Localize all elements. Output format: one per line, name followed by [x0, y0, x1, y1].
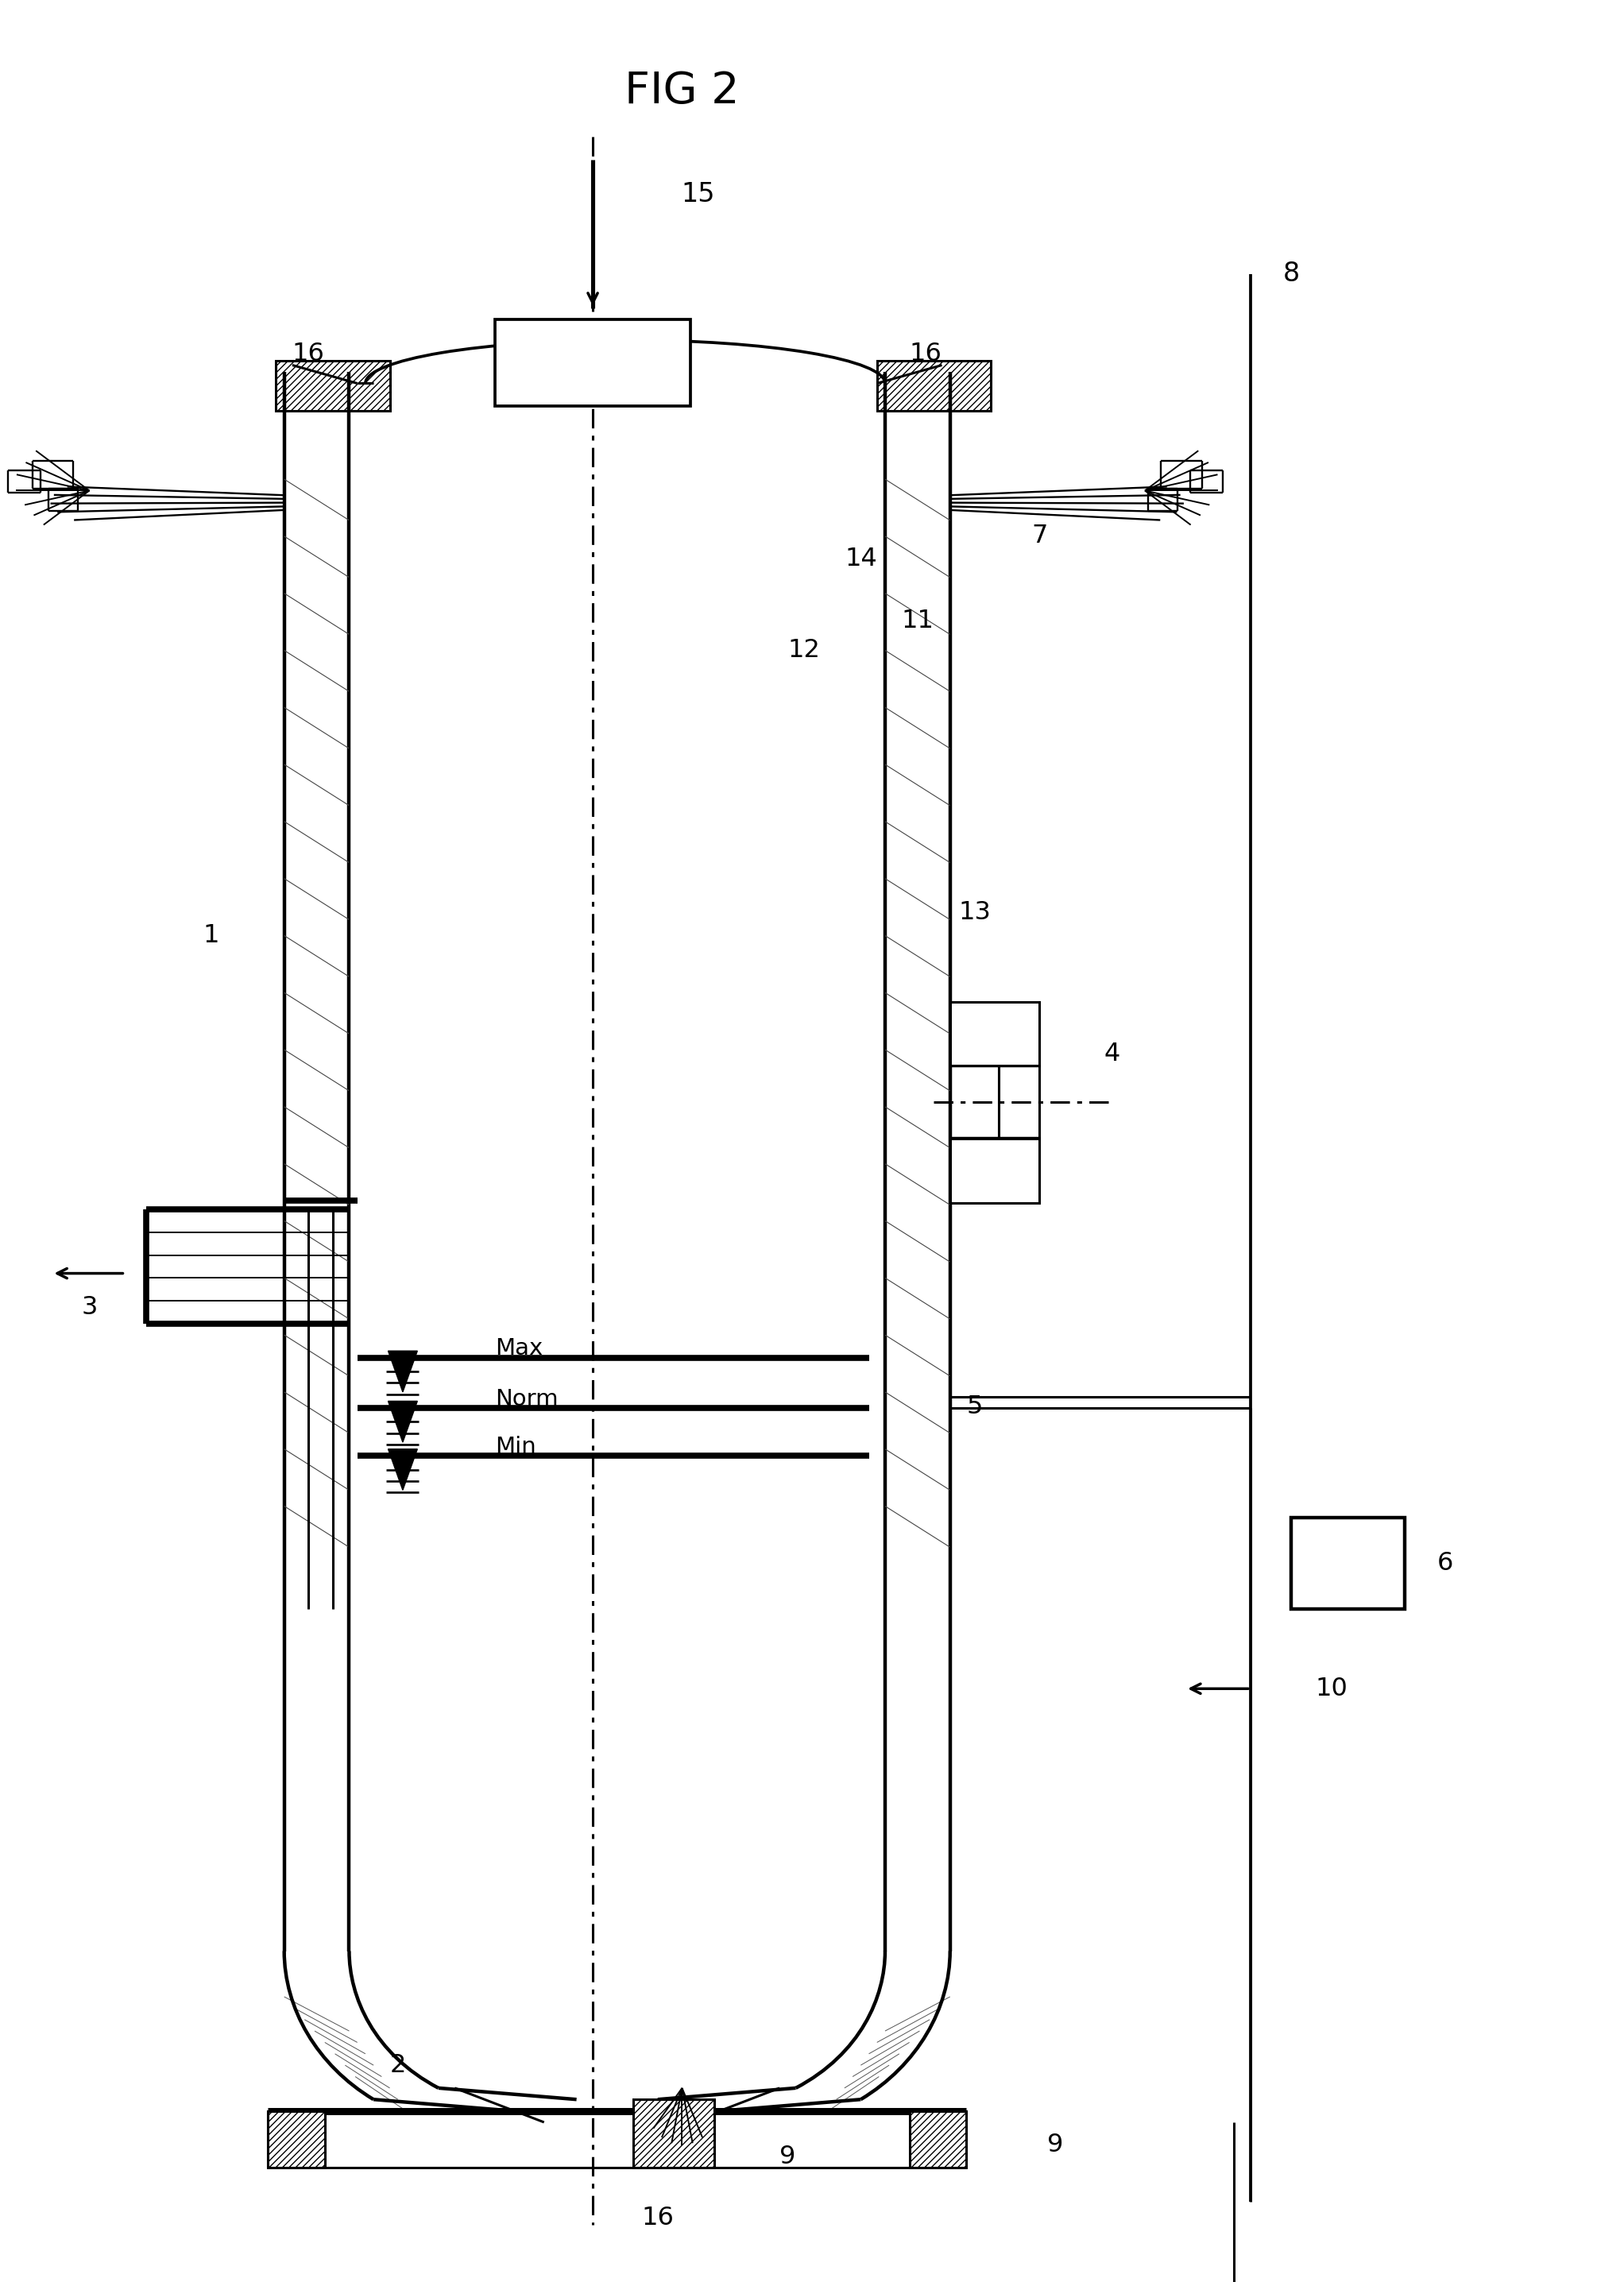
Text: 16: 16: [292, 342, 325, 365]
Text: 15: 15: [682, 180, 715, 208]
Bar: [1291, 1518, 1405, 1609]
Text: 8: 8: [1283, 260, 1299, 288]
Bar: [633, 2099, 715, 2168]
Text: 2: 2: [390, 2054, 406, 2077]
Text: Max: Max: [495, 1337, 542, 1360]
Text: 14: 14: [844, 548, 877, 570]
Text: 9: 9: [780, 2145, 796, 2168]
Text: 1: 1: [203, 924, 219, 947]
Bar: [495, 319, 690, 406]
Polygon shape: [388, 1449, 417, 1490]
Text: 5: 5: [966, 1394, 983, 1419]
Text: 6: 6: [1437, 1552, 1453, 1575]
Text: 12: 12: [788, 639, 820, 662]
Text: Min: Min: [495, 1435, 536, 1458]
Bar: [276, 361, 390, 411]
Bar: [958, 1143, 1028, 1198]
Polygon shape: [388, 1351, 417, 1392]
Text: 13: 13: [958, 901, 991, 924]
Text: 16: 16: [641, 2207, 674, 2230]
Text: 9: 9: [1047, 2134, 1064, 2156]
Bar: [950, 1002, 1039, 1066]
Bar: [909, 2111, 966, 2168]
Text: 11: 11: [901, 609, 934, 632]
Text: 7: 7: [1031, 525, 1047, 548]
Text: 16: 16: [909, 342, 942, 365]
Bar: [950, 1139, 1039, 1203]
Bar: [877, 361, 991, 411]
Text: FIG 2: FIG 2: [625, 71, 739, 112]
Polygon shape: [388, 1401, 417, 1442]
Bar: [268, 2111, 325, 2168]
Text: Norm: Norm: [495, 1387, 559, 1410]
Text: 10: 10: [1315, 1677, 1348, 1700]
Bar: [958, 1006, 1028, 1061]
Text: 3: 3: [81, 1296, 97, 1319]
Text: 4: 4: [1104, 1043, 1121, 1066]
